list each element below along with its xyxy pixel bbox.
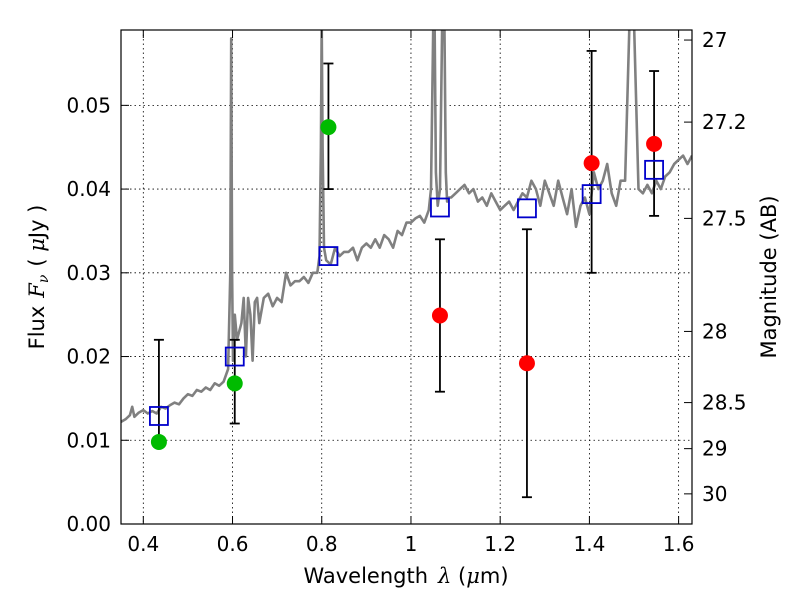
y-tick-label: 0.00	[66, 512, 111, 536]
y2-tick-label: 28	[702, 319, 727, 343]
model-square	[517, 198, 537, 219]
x-tick-label: 0.4	[127, 532, 159, 556]
model-square	[430, 197, 450, 218]
y-tick-label: 0.01	[66, 428, 111, 452]
y2-axis-title: Magnitude (AB)	[757, 195, 781, 358]
green-point	[320, 119, 337, 136]
y-axis-title: FluxFν( μJy )	[25, 205, 52, 350]
green-point	[226, 375, 243, 392]
x-tick-label: 1.2	[484, 532, 516, 556]
green-point	[150, 433, 167, 450]
y-tick-label: 0.04	[66, 177, 111, 201]
spectrum-layer	[121, 30, 692, 424]
model-square	[224, 346, 245, 367]
plot-frame	[120, 29, 693, 525]
x-tick-label: 0.8	[306, 532, 338, 556]
x-axis-title: Wavelength λ (μm)	[303, 564, 508, 588]
spectrum-line	[121, 30, 692, 424]
y2-tick-label: 27.5	[702, 206, 747, 230]
x-tick-label: 1.4	[573, 532, 605, 556]
red-point	[518, 355, 535, 372]
y-tick-label: 0.02	[66, 345, 111, 369]
red-point	[431, 307, 448, 324]
plot-background	[121, 30, 692, 524]
x-tick-label: 0.6	[217, 532, 249, 556]
points-layer	[149, 50, 664, 499]
y2-tick-label: 29	[702, 437, 727, 461]
x-tick-label: 1	[405, 532, 418, 556]
y-tick-label: 0.05	[66, 93, 111, 117]
ticks: 0.4 0.6 0.8 1 1.2 1.4 1.6 0.00 0.01 0.02 0.03 0.04 0…	[66, 28, 746, 556]
y-tick-label: 0.03	[66, 261, 111, 285]
model-square	[149, 406, 169, 426]
model-square	[644, 159, 664, 180]
y2-tick-label: 28.5	[702, 391, 747, 415]
y2-tick-label: 30	[702, 482, 727, 506]
model-square	[581, 184, 602, 205]
red-point	[583, 155, 600, 172]
y2-tick-label: 27.2	[702, 110, 747, 134]
model-square	[318, 246, 339, 266]
red-point	[646, 135, 663, 152]
y2-tick-label: 27	[702, 28, 727, 52]
x-tick-label: 1.6	[663, 532, 695, 556]
